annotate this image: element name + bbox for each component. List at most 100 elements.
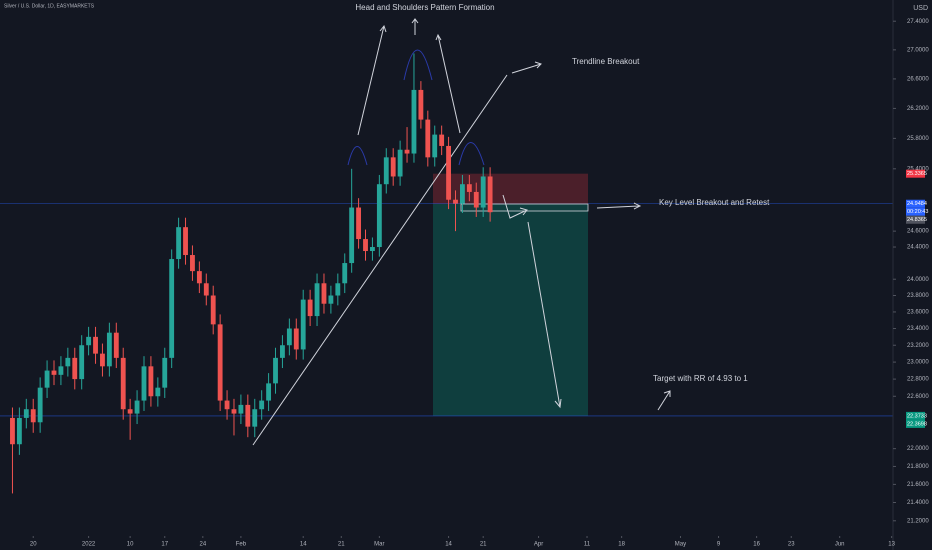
price-label-box <box>906 215 925 224</box>
y-tick-label: 22.6000 <box>907 394 929 400</box>
annotation: Target with RR of 4.93 to 1 <box>653 374 748 383</box>
head-arc <box>403 49 433 81</box>
candle-body <box>134 400 140 414</box>
annotation: Key Level Breakout and Retest <box>659 198 770 207</box>
candle-body <box>238 404 244 414</box>
y-tick-label: 21.6000 <box>907 482 929 488</box>
x-tick-label: 23 <box>788 542 795 548</box>
x-tick-label: 14 <box>300 542 307 548</box>
annotation: Head and Shoulders Pattern Formation <box>355 3 494 12</box>
candle-body <box>314 283 320 317</box>
x-tick-label: Mar <box>374 542 384 548</box>
countdown: 00:20:43 <box>907 209 928 215</box>
candle-body <box>30 409 36 423</box>
price-label: 24.8365 <box>907 217 927 223</box>
y-tick-label: 23.6000 <box>907 310 929 316</box>
arrow-head <box>663 390 671 397</box>
arrow-head <box>411 18 419 24</box>
candle-body <box>86 336 92 346</box>
y-tick-label: 24.6000 <box>907 229 929 235</box>
candle-body <box>300 299 306 350</box>
y-tick-label: 25.4000 <box>907 166 929 172</box>
arrow-head <box>633 202 642 210</box>
candle-body <box>141 366 147 401</box>
candle-body <box>51 370 57 375</box>
x-tick-label: 16 <box>753 542 760 548</box>
position-zones <box>0 173 893 417</box>
x-tick-label: Feb <box>236 542 247 548</box>
candle-body <box>155 387 161 397</box>
candle-body <box>293 328 299 350</box>
candle-body <box>411 89 417 154</box>
candle-body <box>252 409 258 427</box>
x-tick-label: 10 <box>127 542 134 548</box>
candle-body <box>453 199 458 204</box>
candle-body <box>273 357 278 384</box>
candle-body <box>58 366 64 375</box>
candle-body <box>335 283 341 296</box>
candle-body <box>307 299 313 317</box>
candle-body <box>231 409 237 414</box>
candle-body <box>280 345 285 358</box>
y-tick-label: 26.2000 <box>907 106 929 112</box>
candle-body <box>100 353 105 367</box>
y-tick-label: 24.4000 <box>907 245 929 251</box>
candle-body <box>10 417 15 445</box>
candle-body <box>162 357 168 388</box>
symbol-title: Silver / U.S. Dollar, 1D, EASYMARKETS <box>4 3 95 9</box>
x-tick-label: 17 <box>161 542 168 548</box>
candle-body <box>376 184 382 248</box>
arrow-head <box>435 33 442 41</box>
candle-body <box>363 239 368 252</box>
candle-body <box>342 263 348 284</box>
candle-body <box>487 176 493 213</box>
candle-body <box>65 357 71 367</box>
shoulder-arc <box>347 146 368 166</box>
price-label-box <box>906 411 925 420</box>
candle-body <box>397 149 403 177</box>
price-label: 24.9484 <box>907 201 927 207</box>
candle-body <box>217 324 223 401</box>
candle-body <box>370 247 375 252</box>
arrow <box>527 221 561 408</box>
candle-body <box>190 255 195 272</box>
currency: USD <box>913 5 928 12</box>
candle-body <box>176 227 182 260</box>
candle-body <box>286 328 292 346</box>
y-tick-label: 21.2000 <box>907 518 929 524</box>
arrow-head <box>534 61 542 69</box>
x-tick-label: 18 <box>618 542 625 548</box>
candle-body <box>432 134 438 158</box>
candle-body <box>446 145 451 200</box>
x-tick-label: Jun <box>835 542 845 548</box>
y-tick-label: 23.0000 <box>907 360 929 366</box>
candle-body <box>127 409 133 414</box>
y-tick-label: 21.4000 <box>907 500 929 506</box>
x-tick-label: 24 <box>199 542 206 548</box>
retest-arrow <box>502 194 528 219</box>
candle-body <box>148 366 154 397</box>
arrow <box>657 390 671 411</box>
candle-body <box>349 207 355 264</box>
y-tick-label: 27.0000 <box>907 47 929 53</box>
x-tick-label: 9 <box>717 542 721 548</box>
price-label-box <box>906 199 925 208</box>
x-tick-label: 13 <box>888 542 895 548</box>
candle-body <box>44 370 50 388</box>
target-zone <box>433 203 588 416</box>
y-tick-label: 26.6000 <box>907 76 929 82</box>
trendline <box>252 74 508 446</box>
candle-body <box>224 400 230 410</box>
candle-body <box>245 404 251 427</box>
x-tick-label: 21 <box>480 542 487 548</box>
arrow-head <box>519 207 528 216</box>
price-label-box <box>906 169 925 178</box>
price-label: 22.3698 <box>907 421 927 427</box>
shoulder-arc <box>458 142 485 166</box>
candle-body <box>203 283 209 296</box>
candle-body <box>473 191 479 208</box>
x-tick-label: 20 <box>30 542 37 548</box>
candle-body <box>266 383 272 401</box>
